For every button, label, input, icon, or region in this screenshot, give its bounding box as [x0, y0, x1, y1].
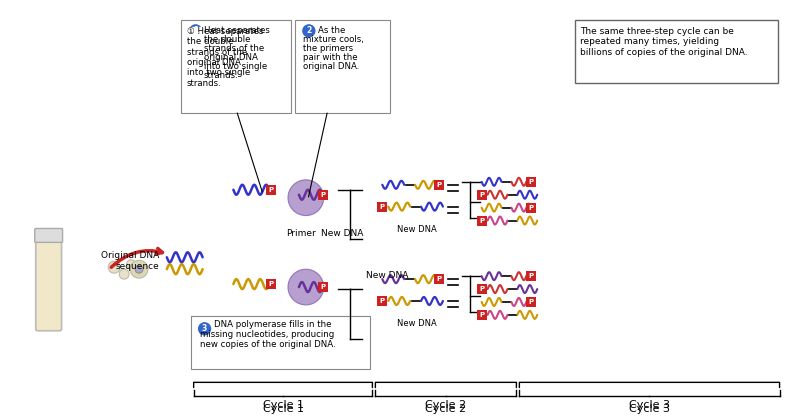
Text: strands.: strands. [204, 71, 238, 80]
Circle shape [109, 261, 120, 273]
Circle shape [127, 260, 135, 269]
Text: New DNA: New DNA [322, 229, 364, 239]
Text: DNA polymerase fills in the: DNA polymerase fills in the [214, 320, 331, 329]
FancyBboxPatch shape [295, 20, 390, 113]
FancyBboxPatch shape [35, 229, 63, 242]
FancyBboxPatch shape [575, 20, 778, 84]
FancyBboxPatch shape [434, 274, 444, 284]
Circle shape [131, 261, 147, 277]
FancyBboxPatch shape [477, 216, 486, 225]
FancyBboxPatch shape [377, 296, 387, 306]
Text: P: P [529, 205, 534, 211]
FancyBboxPatch shape [477, 310, 486, 320]
Circle shape [135, 265, 143, 273]
Text: Cycle 2: Cycle 2 [425, 400, 466, 410]
Text: missing nucleotides, producing: missing nucleotides, producing [200, 330, 334, 339]
Text: 2: 2 [307, 26, 311, 36]
Text: pair with the: pair with the [303, 53, 357, 62]
Text: P: P [479, 312, 484, 318]
FancyBboxPatch shape [527, 271, 536, 281]
Circle shape [288, 269, 324, 305]
Text: original DNA.: original DNA. [303, 62, 360, 71]
Text: Cycle 3: Cycle 3 [629, 400, 670, 410]
Text: 1: 1 [193, 26, 198, 36]
Text: As the: As the [318, 26, 345, 36]
Text: Primer: Primer [286, 229, 316, 239]
Circle shape [130, 260, 148, 278]
Text: P: P [479, 192, 484, 198]
Circle shape [199, 323, 211, 335]
Text: P: P [320, 192, 326, 198]
Text: 3: 3 [202, 324, 208, 333]
FancyBboxPatch shape [191, 316, 371, 370]
FancyBboxPatch shape [434, 180, 444, 190]
FancyBboxPatch shape [36, 237, 62, 331]
Circle shape [119, 269, 129, 279]
Circle shape [303, 25, 314, 37]
FancyBboxPatch shape [527, 297, 536, 307]
FancyBboxPatch shape [266, 279, 276, 289]
Text: Cycle 1: Cycle 1 [262, 400, 303, 410]
Text: P: P [529, 179, 534, 185]
FancyBboxPatch shape [318, 190, 328, 200]
Text: P: P [380, 204, 385, 210]
FancyBboxPatch shape [477, 190, 486, 200]
Text: Cycle 1: Cycle 1 [262, 404, 303, 414]
Circle shape [189, 25, 202, 37]
Text: original DNA: original DNA [204, 53, 257, 62]
Text: ① Heat separates
the double
strands of the
original DNA
into two single
strands.: ① Heat separates the double strands of t… [187, 27, 263, 88]
Text: the double: the double [204, 35, 250, 44]
Text: P: P [436, 182, 441, 188]
Text: Cycle 2: Cycle 2 [425, 404, 466, 414]
Text: New DNA: New DNA [366, 271, 409, 280]
Text: P: P [529, 299, 534, 305]
Text: Heat separates: Heat separates [204, 26, 269, 36]
Text: P: P [268, 187, 274, 193]
Text: P: P [268, 281, 274, 287]
FancyBboxPatch shape [181, 20, 291, 113]
Text: Cycle 3: Cycle 3 [629, 404, 670, 414]
Text: P: P [479, 286, 484, 292]
Text: Original DNA
sequence: Original DNA sequence [101, 251, 159, 271]
Text: The same three-step cycle can be
repeated many times, yielding
billions of copie: The same three-step cycle can be repeate… [580, 27, 748, 57]
FancyBboxPatch shape [527, 177, 536, 187]
Text: New DNA: New DNA [398, 319, 437, 328]
Text: the primers: the primers [303, 44, 353, 53]
Text: into two single: into two single [204, 62, 267, 71]
Text: P: P [479, 217, 484, 224]
FancyBboxPatch shape [318, 282, 328, 292]
Circle shape [288, 180, 324, 216]
FancyBboxPatch shape [377, 201, 387, 212]
Text: New DNA: New DNA [398, 224, 437, 234]
Text: new copies of the original DNA.: new copies of the original DNA. [200, 340, 335, 349]
Text: P: P [436, 276, 441, 282]
Text: P: P [529, 273, 534, 279]
Text: mixture cools,: mixture cools, [303, 35, 364, 44]
Text: P: P [380, 298, 385, 304]
Text: P: P [320, 284, 326, 290]
FancyBboxPatch shape [266, 185, 276, 195]
Text: strands of the: strands of the [204, 44, 264, 53]
FancyBboxPatch shape [527, 203, 536, 213]
FancyBboxPatch shape [477, 284, 486, 294]
